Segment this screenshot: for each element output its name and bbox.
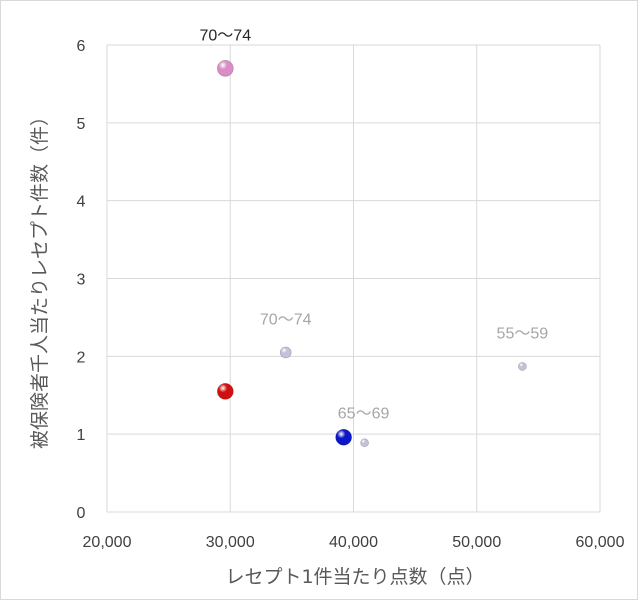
y-tick-label: 1 <box>77 427 86 444</box>
data-point <box>360 438 369 448</box>
data-point <box>217 383 234 400</box>
data-label: 65～69 <box>338 406 390 423</box>
data-label: 70～74 <box>260 311 312 328</box>
data-point <box>279 346 292 359</box>
y-tick-label: 0 <box>77 505 86 522</box>
x-axis-title: レセプト1件当たり点数（点） <box>225 566 484 588</box>
y-tick-label: 5 <box>77 116 86 133</box>
data-point <box>518 362 527 371</box>
x-tick-label: 60,000 <box>576 534 625 551</box>
x-tick-label: 20,000 <box>83 534 132 551</box>
data-points <box>217 60 527 448</box>
y-tick-label: 3 <box>77 272 86 289</box>
x-tick-label: 30,000 <box>206 534 255 551</box>
y-axis-title: 被保険者千人当たりレセプト件数（件） <box>29 107 51 449</box>
y-tick-label: 6 <box>77 38 86 55</box>
x-tick-label: 40,000 <box>329 534 378 551</box>
data-point <box>335 428 352 446</box>
gridlines <box>106 44 601 513</box>
x-axis-ticks: 20,000 30,000 40,000 50,000 60,000 <box>83 534 625 551</box>
y-axis-ticks: 0 1 2 3 4 5 6 <box>77 38 86 522</box>
data-label: 55～59 <box>497 325 549 342</box>
data-labels: 70～74 70～74 65～69 55～59 <box>200 27 549 422</box>
data-point <box>217 60 234 77</box>
data-label: 70～74 <box>200 27 252 44</box>
y-tick-label: 4 <box>77 194 86 211</box>
x-tick-label: 50,000 <box>452 534 501 551</box>
y-tick-label: 2 <box>77 349 86 366</box>
